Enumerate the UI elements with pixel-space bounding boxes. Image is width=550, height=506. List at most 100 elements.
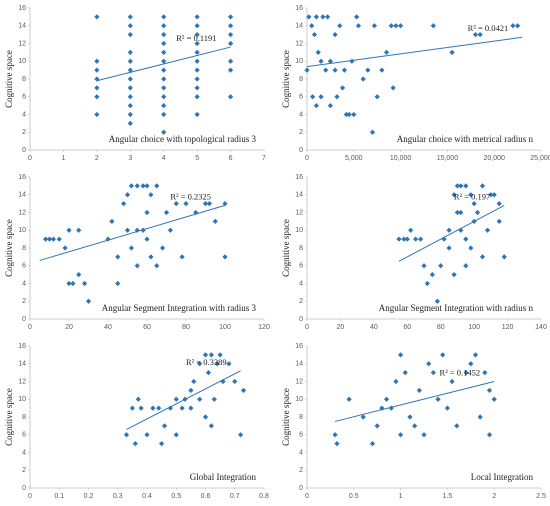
point [408,227,414,233]
point [390,85,396,91]
point [339,85,346,91]
point [43,236,49,242]
x-tick-label: 20 [337,324,345,331]
trendline [398,204,505,262]
point [484,227,491,233]
point [374,423,380,429]
x-tick-label: 3 [128,155,132,162]
point [310,94,316,100]
y-axis-label: Cognitive space [4,50,14,108]
point [315,49,321,55]
x-tick-label: 15,000 [437,155,459,162]
y-tick-label: 10 [18,227,26,234]
x-tick-label: 5,000 [345,155,363,162]
point [413,236,419,242]
point [472,32,479,38]
point [429,272,435,278]
point [161,94,167,100]
x-tick-label: 0.4 [142,493,152,500]
point [407,414,413,420]
point [482,370,488,376]
point [156,405,162,411]
y-tick-label: 2 [22,298,26,305]
x-tick-label: 2 [95,155,99,162]
point [306,14,312,20]
point [127,49,133,55]
point [449,49,455,55]
y-tick-label: 14 [18,361,26,368]
point [94,67,100,73]
point [318,58,324,64]
point [127,120,133,126]
point [226,361,232,367]
y-tick-label: 16 [295,174,303,181]
point [434,298,440,304]
point [468,245,474,251]
x-tick-label: 7 [262,155,266,162]
point [227,94,234,100]
r-squared: R² = 0.197 [454,191,490,201]
point [424,280,430,287]
point [161,49,167,55]
point [217,352,223,358]
y-tick-label: 12 [18,40,26,47]
x-tick-label: 120 [502,324,514,331]
point [379,67,385,73]
point [208,423,214,429]
point [222,201,228,207]
point [486,387,493,393]
y-tick-label: 12 [295,40,303,47]
y-tick-label: 2 [299,467,303,474]
point [183,201,189,207]
point [66,280,72,287]
point [320,14,326,20]
point [232,378,238,385]
x-tick-label: 20 [65,324,73,331]
point [109,218,115,224]
point [105,236,111,242]
point [341,67,348,73]
point [115,254,121,260]
point [161,58,167,64]
point [159,441,165,447]
point [94,85,100,91]
point [206,201,212,207]
point [163,209,170,216]
point [334,94,340,100]
x-tick-label: 0.5 [171,493,181,500]
x-tick-label: 0.8 [259,493,269,500]
point [496,218,502,224]
point [194,67,200,73]
y-tick-label: 10 [18,396,26,403]
point [227,14,234,20]
point [446,245,452,251]
x-tick-label: 0 [28,493,32,500]
point [318,94,324,100]
point [144,183,150,189]
point [327,103,333,109]
point [515,23,521,29]
point [227,58,234,64]
y-tick-label: 12 [18,378,26,385]
point [227,23,234,29]
point [311,32,318,38]
point [313,14,319,20]
point [167,227,173,233]
y-tick-label: 0 [22,485,26,492]
y-tick-label: 6 [22,94,26,101]
y-tick-label: 0 [22,147,26,154]
point [323,67,329,73]
x-axis-label: Local Integration [471,472,534,482]
point [202,352,209,358]
y-tick-label: 8 [22,414,26,421]
x-tick-label: 80 [182,324,190,331]
y-tick-label: 16 [295,343,303,350]
r-squared: R² = 0.1452 [440,367,481,377]
point [463,370,469,376]
y-tick-label: 14 [18,192,26,199]
point [313,103,319,109]
r-squared: R² = 0.3389 [186,357,227,367]
point [369,129,376,135]
y-axis-label: Cognitive space [4,388,14,446]
